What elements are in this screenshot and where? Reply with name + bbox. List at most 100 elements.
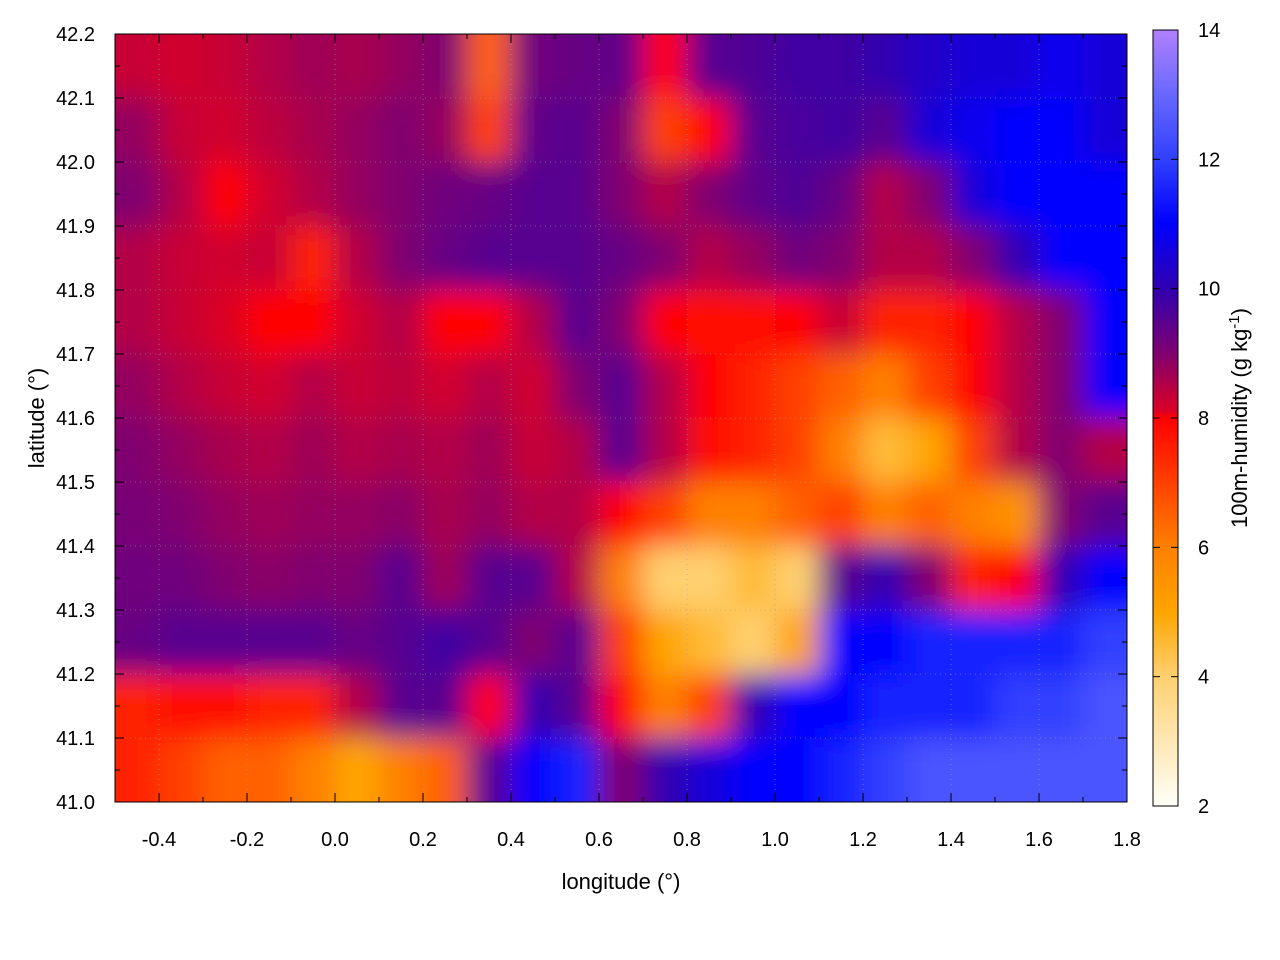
heatmap-cell [423, 674, 468, 739]
heatmap-cell [115, 738, 160, 802]
heatmap-cell [1039, 674, 1084, 739]
heatmap-cell [1039, 34, 1084, 99]
colorbar-tick-label: 2 [1198, 796, 1209, 818]
heatmap-cell [467, 738, 512, 802]
heatmap-cell [247, 354, 292, 419]
heatmap-cell [687, 34, 732, 99]
heatmap-cell [379, 738, 424, 802]
heatmap-cell [115, 34, 160, 99]
x-tick-label: 1.2 [849, 829, 877, 851]
heatmap-cell [115, 98, 160, 163]
heatmap-cell [291, 738, 336, 802]
heatmap-cell [687, 418, 732, 483]
heatmap-cell [203, 290, 248, 355]
colorbar-label: 100m-humidity (g kg-1) [1226, 308, 1252, 528]
heatmap-cell [1039, 290, 1084, 355]
heatmap-cell [995, 162, 1040, 227]
heatmap-cells [115, 34, 1127, 802]
heatmap-cell [775, 98, 820, 163]
heatmap-cell [203, 226, 248, 291]
heatmap-cell [687, 482, 732, 547]
heatmap-cell [775, 610, 820, 675]
heatmap-cell [335, 546, 380, 611]
heatmap-cell [203, 482, 248, 547]
heatmap-cell [247, 738, 292, 802]
heatmap-cell [819, 290, 864, 355]
heatmap-cell [775, 226, 820, 291]
heatmap-cell [291, 226, 336, 291]
heatmap-cell [995, 226, 1040, 291]
heatmap-cell [951, 546, 996, 611]
heatmap-cell [907, 418, 952, 483]
heatmap-cell [511, 354, 556, 419]
heatmap-cell [555, 226, 600, 291]
heatmap-cell [467, 290, 512, 355]
heatmap-cell [643, 290, 688, 355]
heatmap-cell [511, 290, 556, 355]
heatmap-cell [731, 610, 776, 675]
heatmap-cell [951, 226, 996, 291]
heatmap-cell [291, 482, 336, 547]
heatmap-cell [291, 418, 336, 483]
heatmap-cell [159, 226, 204, 291]
heatmap-cell [115, 482, 160, 547]
heatmap-cell [863, 34, 908, 99]
heatmap-cell [335, 98, 380, 163]
heatmap-cell [995, 354, 1040, 419]
y-tick-label: 41.1 [56, 728, 95, 750]
x-tick-label: 1.0 [761, 829, 789, 851]
heatmap-cell [995, 674, 1040, 739]
heatmap-cell [247, 98, 292, 163]
heatmap-cell [731, 98, 776, 163]
heatmap-cell [555, 34, 600, 99]
heatmap-cell [907, 226, 952, 291]
heatmap-cell [247, 290, 292, 355]
x-axis: -0.4 -0.2 0.0 0.2 0.4 0.6 0.8 1.0 1.2 1.4 1.6 1.8 [114, 34, 1141, 851]
heatmap-cell [555, 354, 600, 419]
heatmap-cell [995, 418, 1040, 483]
y-axis: 41.0 41.1 41.2 41.3 41.4 41.5 41.6 41.7 41.8 41.9… [56, 24, 1127, 814]
plot-area [115, 34, 1127, 802]
heatmap-cell [687, 354, 732, 419]
y-tick-label: 41.7 [56, 344, 95, 366]
heatmap-cell [907, 674, 952, 739]
heatmap-cell [995, 546, 1040, 611]
x-axis-label: longitude (°) [562, 869, 681, 894]
heatmap-cell [687, 674, 732, 739]
heatmap-cell [951, 418, 996, 483]
heatmap-cell [951, 354, 996, 419]
heatmap-cell [863, 226, 908, 291]
heatmap-cell [555, 98, 600, 163]
heatmap-cell [247, 610, 292, 675]
heatmap-cell [643, 674, 688, 739]
heatmap-cell [599, 98, 644, 163]
heatmap-cell [555, 162, 600, 227]
x-tick-label: 0.6 [585, 829, 613, 851]
heatmap-cell [203, 354, 248, 419]
heatmap-cell [335, 738, 380, 802]
heatmap-cell [203, 738, 248, 802]
colorbar-tick-label: 10 [1198, 279, 1220, 301]
heatmap-cell [907, 738, 952, 802]
heatmap-cell [1083, 226, 1127, 291]
heatmap-cell [687, 162, 732, 227]
heatmap-cell [951, 482, 996, 547]
heatmap-cell [687, 98, 732, 163]
heatmap-cell [1039, 482, 1084, 547]
heatmap-cell [643, 226, 688, 291]
heatmap-cell [115, 226, 160, 291]
heatmap-cell [423, 290, 468, 355]
heatmap-cell [775, 418, 820, 483]
heatmap-cell [775, 162, 820, 227]
heatmap-cell [995, 290, 1040, 355]
heatmap-cell [643, 482, 688, 547]
heatmap-cell [907, 162, 952, 227]
heatmap-cell [863, 290, 908, 355]
heatmap-cell [423, 226, 468, 291]
heatmap-cell [1083, 482, 1127, 547]
heatmap-cell [687, 290, 732, 355]
heatmap-cell [775, 354, 820, 419]
heatmap-cell [1083, 674, 1127, 739]
heatmap-cell [775, 482, 820, 547]
heatmap-cell [467, 162, 512, 227]
